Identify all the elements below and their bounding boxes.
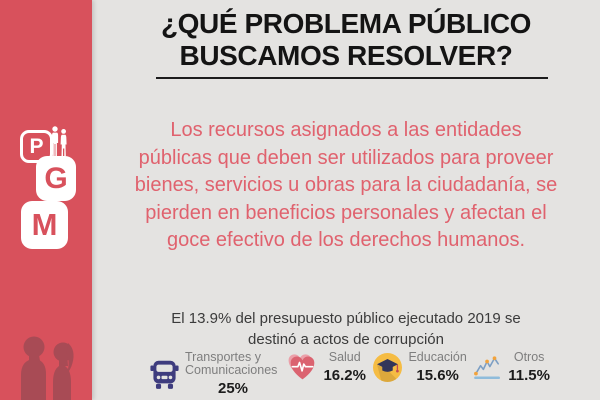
corruption-fact: El 13.9% del presupuesto público ejecuta… xyxy=(171,310,521,348)
highlight-wrap: El 13.9% del presupuesto público ejecuta… xyxy=(92,308,600,350)
page-title: ¿QUÉ PROBLEMA PÚBLICO BUSCAMOS RESOLVER? xyxy=(92,8,600,72)
sidebar: P G M xyxy=(0,0,92,400)
bus-icon xyxy=(150,360,179,389)
logo-letter-g: G xyxy=(36,156,76,201)
problem-statement: Los recursos asignados a las entidades p… xyxy=(134,119,558,251)
body-text-wrap: Los recursos asignados a las entidades p… xyxy=(0,117,600,255)
stat-label: Otros xyxy=(513,350,545,364)
page-title-line2: BUSCAMOS RESOLVER? xyxy=(179,40,513,71)
stat-salud: Salud 16.2% xyxy=(288,351,366,384)
logo-letter-m-text: M xyxy=(31,207,58,242)
graduation-cap-icon xyxy=(373,353,403,382)
stat-value: 11.5% xyxy=(508,367,550,384)
logo-letter-g-text: G xyxy=(44,161,68,195)
page-title-line1: ¿QUÉ PROBLEMA PÚBLICO xyxy=(160,8,532,39)
standing-people-icon xyxy=(52,126,67,156)
stat-educacion-text: Educación 15.6% xyxy=(408,350,467,385)
logo-letter-p-text: P xyxy=(29,134,44,158)
stat-value: 16.2% xyxy=(323,367,366,384)
stat-label: Educación xyxy=(408,350,467,364)
stat-transportes-text: Transportes y Comunicaciones 25% xyxy=(185,350,281,398)
logo-letter-m: M xyxy=(21,201,68,249)
stat-label: Transportes y Comunicaciones xyxy=(185,350,278,377)
stat-transportes: Transportes y Comunicaciones 25% xyxy=(150,351,281,397)
line-chart-icon xyxy=(474,355,501,379)
stat-otros-text: Otros 11.5% xyxy=(508,350,550,385)
stats-row: Transportes y Comunicaciones 25% Salud 1… xyxy=(150,351,550,397)
stat-salud-text: Salud 16.2% xyxy=(323,350,366,385)
heart-pulse-icon xyxy=(289,354,315,380)
stat-otros: Otros 11.5% xyxy=(474,351,550,384)
stat-value: 15.6% xyxy=(416,367,459,384)
stat-educacion: Educación 15.6% xyxy=(373,350,467,385)
title-divider xyxy=(156,77,548,79)
stat-label: Salud xyxy=(328,350,361,364)
pgm-logo: P G M xyxy=(0,0,92,260)
stat-value: 25% xyxy=(217,380,249,397)
man-woman-silhouette-icon xyxy=(21,336,74,400)
